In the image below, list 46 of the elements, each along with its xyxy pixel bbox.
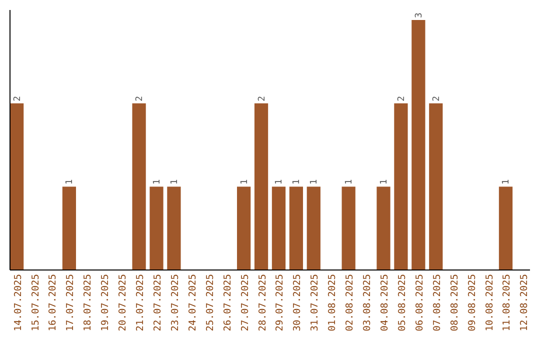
- data-label: 2: [432, 96, 442, 102]
- x-tick-label: 16.07.2025: [48, 274, 59, 332]
- data-label: 3: [414, 12, 424, 18]
- x-tick-label: 02.08.2025: [344, 274, 356, 332]
- data-label: 1: [292, 179, 302, 185]
- data-label: 2: [396, 96, 407, 102]
- x-tick-label: 01.08.2025: [327, 274, 338, 332]
- x-tick-label: 07.08.2025: [432, 274, 443, 332]
- x-tick-label: 31.07.2025: [310, 274, 321, 332]
- x-tick-label: 18.07.2025: [82, 274, 94, 332]
- data-label: 1: [170, 179, 180, 185]
- x-tick-label: 17.07.2025: [65, 274, 76, 332]
- x-tick-label: 21.07.2025: [135, 274, 146, 332]
- data-label: 1: [344, 179, 355, 185]
- x-tick-label: 08.08.2025: [449, 274, 460, 332]
- x-tick-label: 19.07.2025: [100, 274, 112, 332]
- x-tick-label: 09.08.2025: [466, 274, 478, 332]
- data-label: 1: [240, 179, 250, 185]
- data-label: 2: [135, 96, 146, 102]
- x-tick-label: 29.07.2025: [274, 274, 286, 332]
- x-tick-label: 04.08.2025: [380, 274, 390, 332]
- x-tick-label: 28.07.2025: [257, 274, 268, 332]
- x-tick-label: 22.07.2025: [152, 274, 164, 332]
- x-tick-label: 14.07.2025: [12, 274, 24, 332]
- x-tick-label: 25.07.2025: [204, 274, 216, 332]
- x-tick-label: 11.08.2025: [502, 274, 513, 332]
- x-tick-label: 12.08.2025: [519, 274, 530, 332]
- data-label: 2: [257, 96, 268, 102]
- x-tick-label: 24.07.2025: [187, 274, 198, 332]
- x-tick-label: 06.08.2025: [414, 274, 426, 332]
- data-label: 1: [380, 179, 390, 185]
- x-tick-label: 05.08.2025: [396, 274, 408, 332]
- x-tick-label: 15.07.2025: [30, 274, 42, 332]
- x-tick-label: 03.08.2025: [362, 274, 374, 332]
- x-tick-label: 23.07.2025: [170, 274, 181, 332]
- x-tick-label: 26.07.2025: [222, 274, 234, 332]
- data-label: 2: [12, 96, 23, 102]
- x-tick-label: 27.07.2025: [240, 274, 251, 332]
- data-label: 1: [502, 179, 512, 185]
- x-tick-label: 10.08.2025: [484, 274, 496, 332]
- data-label: 1: [310, 179, 320, 185]
- x-tick-label: 30.07.2025: [292, 274, 304, 332]
- x-tick-label: 20.07.2025: [118, 274, 129, 332]
- data-label: 1: [65, 179, 76, 185]
- data-label: 1: [152, 179, 162, 185]
- data-label: 1: [274, 179, 285, 185]
